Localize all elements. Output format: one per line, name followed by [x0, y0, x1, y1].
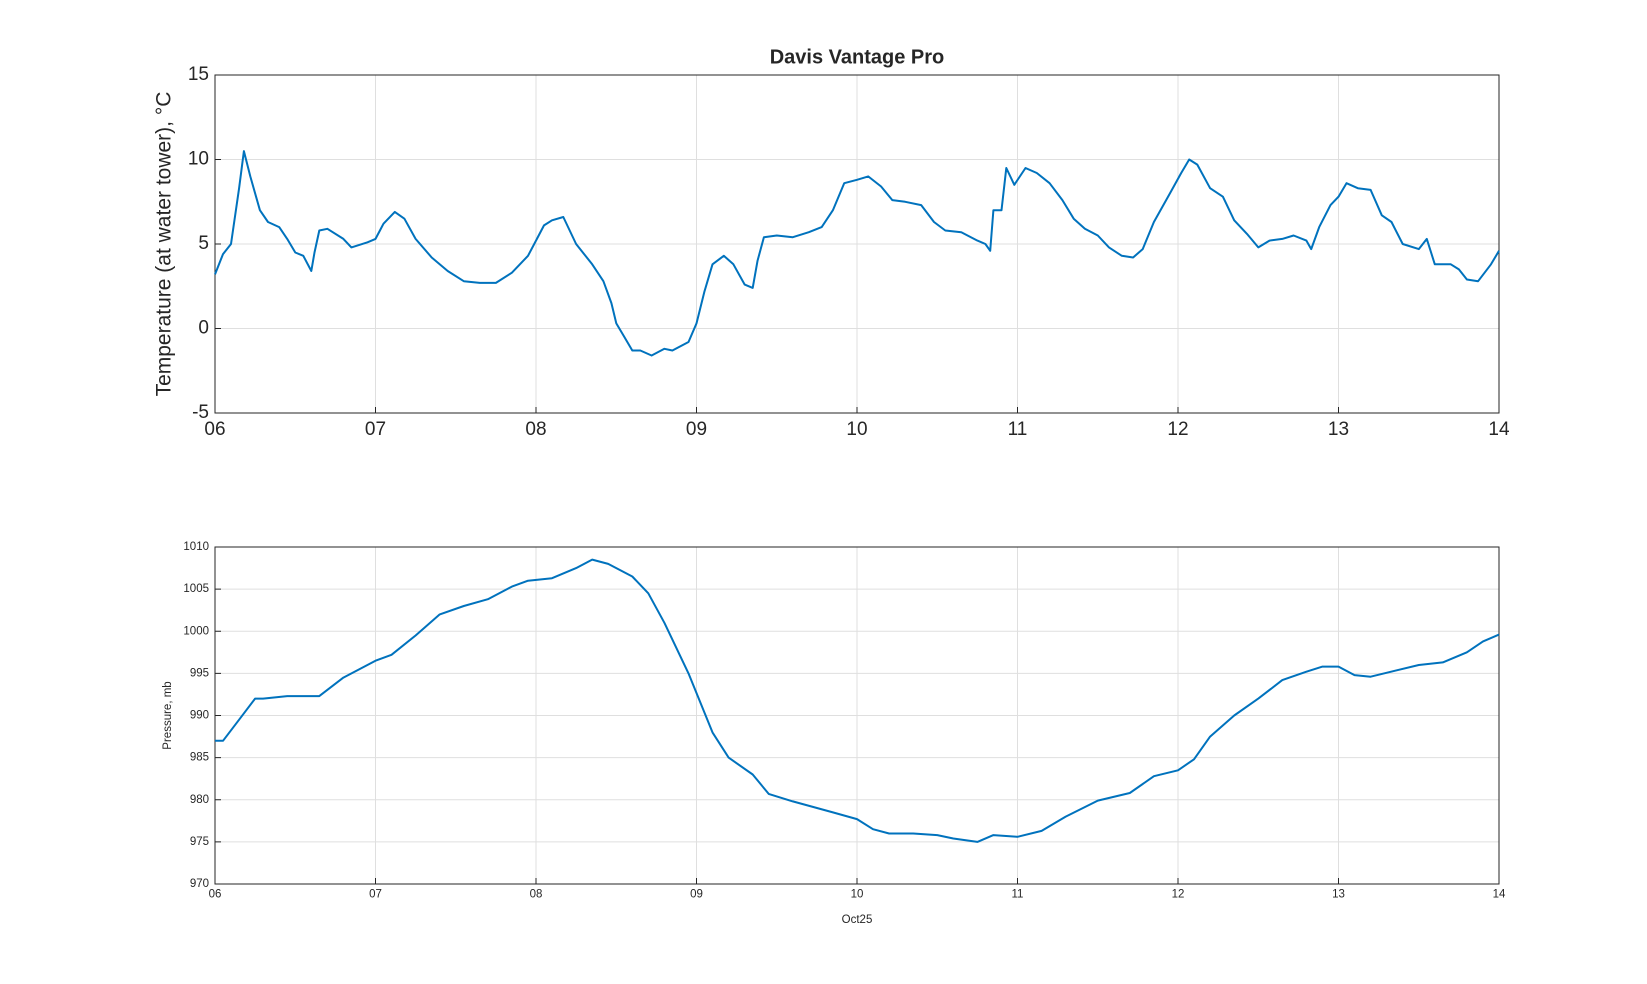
x-tick-label: 06: [209, 888, 222, 900]
x-tick-label: 13: [1328, 419, 1349, 440]
y-tick-label: 1005: [183, 583, 209, 595]
axes-frame: [214, 74, 1500, 414]
y-tick-label: 10: [188, 149, 209, 170]
data-line: [214, 150, 1500, 357]
y-tick-label: 975: [190, 836, 209, 848]
x-tick-label: 12: [1172, 888, 1185, 900]
x-tick-label: 12: [1167, 419, 1188, 440]
x-tick-label: 14: [1493, 888, 1506, 900]
y-axis-label: Pressure, mb: [162, 681, 174, 749]
axes-frame: [214, 546, 1500, 885]
y-tick-label: 970: [190, 878, 209, 890]
y-tick-label: 0: [198, 318, 209, 339]
x-tick-label: 09: [686, 419, 707, 440]
x-tick-label: 10: [851, 888, 864, 900]
x-tick-label: 11: [1008, 419, 1028, 440]
y-tick-label: 995: [190, 667, 209, 679]
x-tick-label: 07: [369, 888, 382, 900]
y-tick-label: 985: [190, 752, 209, 764]
data-line: [215, 558, 1500, 843]
y-tick-label: 5: [198, 233, 209, 254]
x-tick-label: 08: [525, 419, 546, 440]
chart-title: Davis Vantage Pro: [770, 46, 945, 68]
y-tick-label: 1010: [183, 541, 209, 553]
x-tick-label: 10: [846, 419, 867, 440]
x-tick-label: 13: [1332, 888, 1345, 900]
y-axis-label: Temperature (at water tower), °C: [153, 92, 176, 397]
x-tick-label: 08: [530, 888, 543, 900]
y-tick-label: -5: [192, 402, 209, 423]
x-tick-label: 11: [1012, 888, 1024, 900]
y-tick-label: 990: [190, 710, 209, 722]
x-tick-label: 14: [1488, 419, 1510, 440]
y-tick-label: 980: [190, 794, 209, 806]
y-tick-label: 15: [188, 64, 209, 85]
x-tick-label: 09: [690, 888, 703, 900]
x-tick-label: 07: [365, 419, 386, 440]
x-tick-label: 06: [204, 419, 225, 440]
x-axis-label: Oct25: [842, 914, 873, 926]
y-tick-label: 1000: [183, 625, 209, 637]
